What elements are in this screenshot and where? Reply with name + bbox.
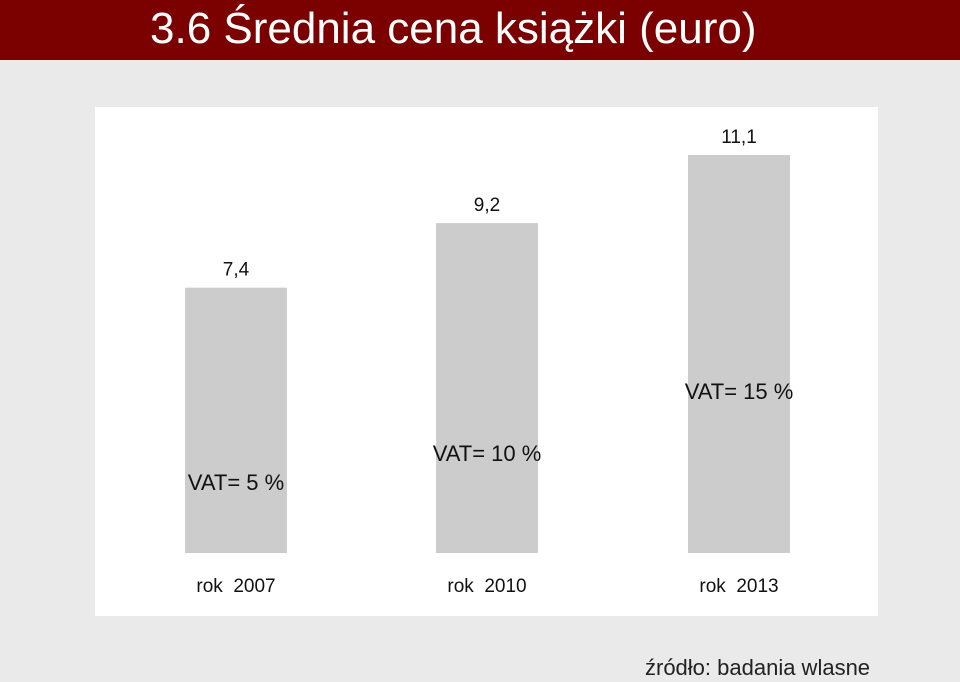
value-label-1: 7,4: [223, 260, 250, 281]
category-label-2: rok 2010: [447, 576, 526, 597]
bar-3: [688, 155, 790, 553]
category-label-1: rok 2007: [196, 576, 275, 597]
page-title: 3.6 Średnia cena książki (euro): [150, 4, 757, 53]
title-bar: 3.6 Średnia cena książki (euro): [0, 0, 960, 60]
value-label-2: 9,2: [474, 195, 500, 216]
category-label-3: rok 2013: [699, 576, 778, 597]
source-note: źródło: badania wlasne: [645, 655, 871, 680]
bar-2: [436, 223, 538, 553]
bar-1: [185, 287, 287, 553]
vat-annotation-3: VAT= 15 %: [685, 379, 794, 404]
value-label-3: 11,1: [721, 127, 757, 148]
vat-annotation-2: VAT= 10 %: [433, 441, 542, 466]
vat-annotation-1: VAT= 5 %: [188, 470, 284, 495]
